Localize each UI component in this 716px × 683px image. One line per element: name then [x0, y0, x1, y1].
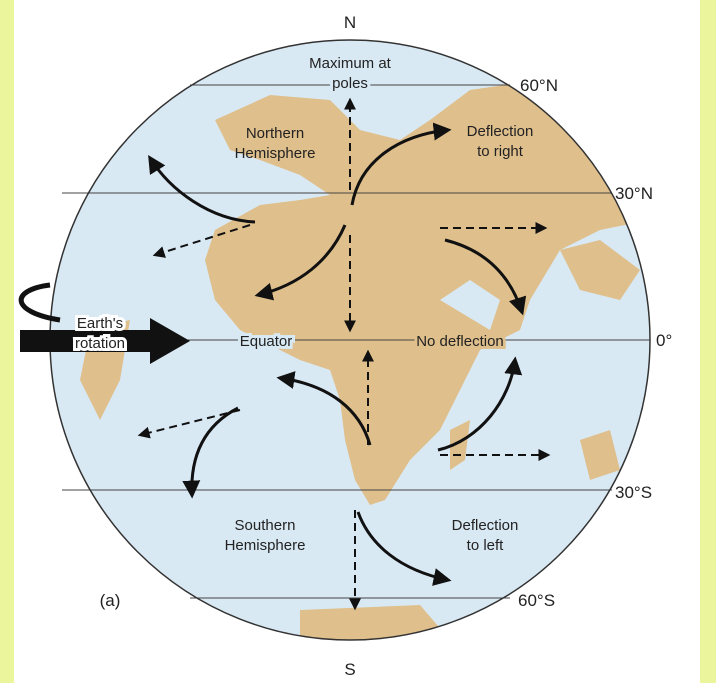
no-deflection-label: No deflection	[416, 333, 504, 350]
southern-label: Hemisphere	[225, 537, 306, 554]
curved-arrow	[148, 154, 256, 224]
equator-label: Equator	[240, 333, 293, 350]
northern-label: Northern	[246, 125, 304, 142]
panel-label: (a)	[100, 591, 121, 610]
north-label: N	[344, 13, 356, 32]
lat-label: 60°S	[518, 591, 555, 610]
curved-arrow	[254, 224, 347, 301]
deflection-right-label: Deflection	[467, 123, 534, 140]
southern-label: Southern	[235, 517, 296, 534]
lat-label: 30°N	[615, 184, 653, 203]
rotation-shaft	[20, 318, 190, 364]
curved-arrow	[356, 511, 452, 586]
rotation-arrow	[18, 282, 190, 364]
rotation-curl	[18, 282, 61, 323]
lat-label: 0°	[656, 331, 672, 350]
deflection-left-label: Deflection	[452, 517, 519, 534]
arrows	[148, 122, 527, 586]
curved-arrow	[444, 238, 527, 316]
lat-label: 30°S	[615, 483, 652, 502]
deflection-right-label: to right	[477, 143, 524, 160]
south-label: S	[344, 660, 355, 679]
lat-label: 60°N	[520, 76, 558, 95]
deflection-left-label: to left	[467, 537, 505, 554]
maximum-label: poles	[332, 75, 368, 92]
maximum-label: Maximum at	[309, 55, 392, 72]
curved-arrow	[182, 406, 239, 499]
rotation-label: rotation	[75, 335, 125, 352]
rotation-label: Earth's	[77, 315, 123, 332]
dashed-arrow	[152, 224, 251, 258]
northern-label: Hemisphere	[235, 145, 316, 162]
dashed-arrows	[137, 97, 551, 611]
curved-arrow	[437, 356, 523, 452]
curved-arrow	[350, 122, 452, 206]
dashed-arrow	[137, 409, 241, 439]
curved-arrow	[276, 371, 372, 446]
